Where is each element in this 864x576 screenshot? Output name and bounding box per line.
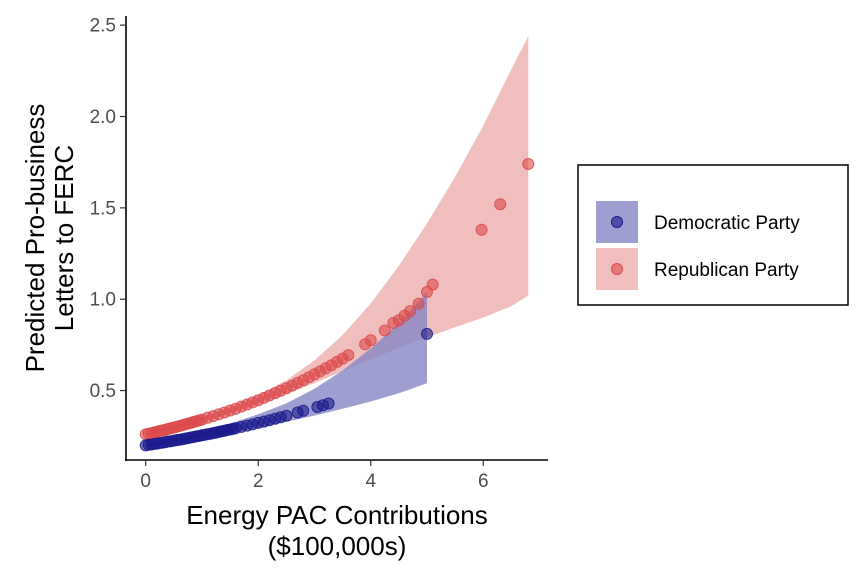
data-points <box>139 158 535 452</box>
y-tick-label: 2.5 <box>90 16 116 37</box>
democratic-party-point <box>421 327 433 340</box>
republican-party-point <box>522 158 535 170</box>
x-tick-label: 0 <box>140 471 151 492</box>
legend-point <box>611 216 623 228</box>
legend: Democratic Party Republican Party <box>577 164 849 306</box>
republican-party-point <box>404 305 417 318</box>
republican-party-point <box>426 278 439 291</box>
y-tick-label: 2.0 <box>90 107 116 128</box>
legend-key-democratic-party <box>596 201 638 243</box>
x-tick-label: 2 <box>253 471 264 492</box>
republican-party-point <box>378 324 391 337</box>
republican-party-point <box>475 223 488 236</box>
republican-party-point <box>494 198 507 211</box>
y-axis-title-line: Predicted Pro-business <box>20 104 50 373</box>
legend-point <box>611 263 623 275</box>
legend-label: Republican Party <box>654 260 799 281</box>
democratic-party-point <box>322 397 335 410</box>
x-tick-label: 6 <box>478 471 489 492</box>
y-axis-title: Predicted Pro-businessLetters to FERC <box>20 104 79 373</box>
democratic-party-point <box>280 409 293 422</box>
democratic-party-points <box>139 327 433 452</box>
legend-key-republican-party <box>596 248 638 290</box>
republican-party-point <box>364 334 377 347</box>
x-tick-label: 4 <box>365 471 376 492</box>
y-axis-title-line: Letters to FERC <box>49 145 79 331</box>
y-tick-label: 0.5 <box>90 381 116 402</box>
y-tick-label: 1.5 <box>90 198 116 219</box>
republican-party-point <box>342 349 355 362</box>
republican-party-points <box>139 158 535 441</box>
republican-party-point <box>412 297 425 310</box>
x-axis-title: Energy PAC Contributions ($100,000s) <box>186 500 488 561</box>
democratic-party-point <box>297 404 310 417</box>
y-tick-label: 1.0 <box>90 290 116 311</box>
x-axis-title-line: Energy PAC Contributions <box>186 500 488 530</box>
x-axis-title-line: ($100,000s) <box>268 531 407 561</box>
axes: 0 2 4 6 0.5 1.0 1.5 2.0 2.5 Energy PAC Contributi… <box>20 16 548 561</box>
legend-label: Democratic Party <box>654 213 800 234</box>
